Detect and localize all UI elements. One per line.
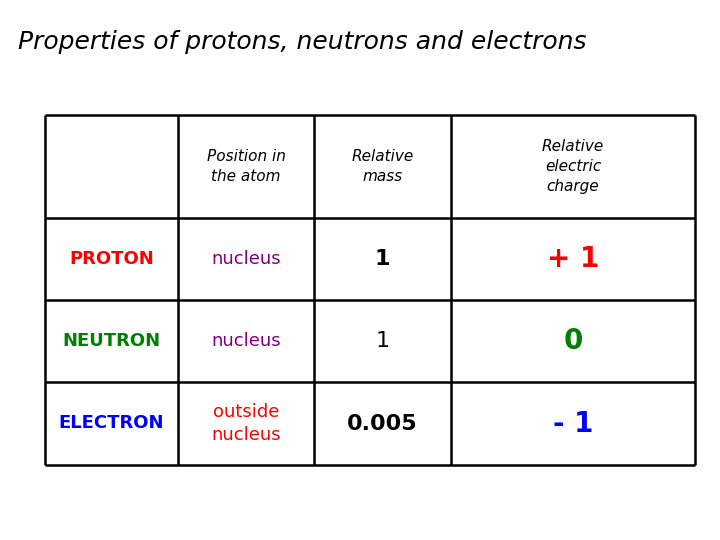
Text: 1: 1 [375, 331, 390, 351]
Text: Position in
the atom: Position in the atom [207, 149, 285, 184]
Text: nucleus: nucleus [211, 250, 281, 268]
Text: Relative
mass: Relative mass [351, 149, 413, 184]
Text: nucleus: nucleus [211, 332, 281, 350]
Text: NEUTRON: NEUTRON [63, 332, 161, 350]
Text: 1: 1 [374, 249, 390, 269]
Text: Relative
electric
charge: Relative electric charge [542, 139, 604, 194]
Text: 0.005: 0.005 [347, 414, 418, 434]
Text: ELECTRON: ELECTRON [59, 415, 164, 433]
Text: PROTON: PROTON [69, 250, 154, 268]
Text: outside
nucleus: outside nucleus [211, 403, 281, 444]
Text: + 1: + 1 [547, 245, 599, 273]
Text: 0: 0 [563, 327, 582, 355]
Text: Properties of protons, neutrons and electrons: Properties of protons, neutrons and elec… [18, 30, 587, 54]
Text: - 1: - 1 [553, 409, 593, 437]
